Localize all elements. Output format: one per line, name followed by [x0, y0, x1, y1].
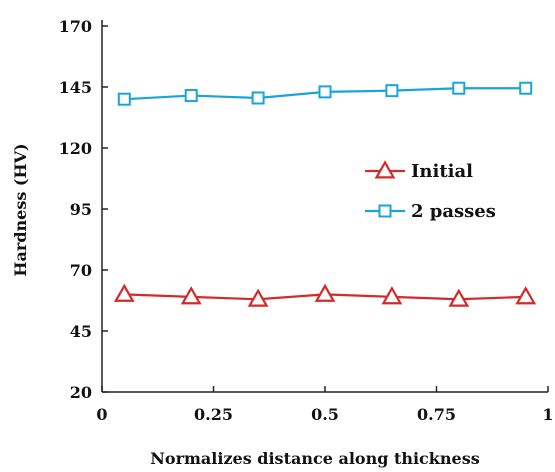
legend-marker — [378, 204, 392, 218]
data-point — [519, 81, 533, 95]
series-initial — [113, 283, 537, 307]
data-point — [448, 288, 470, 307]
data-point — [184, 89, 198, 103]
y-tick-label: 170 — [59, 17, 92, 36]
data-point — [452, 81, 466, 95]
y-tick-label: 120 — [59, 139, 92, 158]
series-layer — [113, 81, 537, 307]
x-tick-label: 0.75 — [417, 405, 456, 424]
x-tick-label: 0.25 — [194, 405, 233, 424]
legend-label: Initial — [411, 161, 473, 182]
data-point — [113, 283, 135, 302]
legend-label: 2 passes — [411, 201, 496, 222]
y-tick-label: 20 — [70, 383, 92, 402]
x-ticks: 0 0.25 0.5 0.75 1 — [96, 386, 554, 424]
data-point — [247, 288, 269, 307]
legend-marker — [374, 160, 396, 179]
y-tick-label: 145 — [59, 78, 92, 97]
x-axis-title: Normalizes distance along thickness — [150, 449, 479, 468]
y-tick-label: 95 — [70, 200, 92, 219]
legend-item-2-passes: 2 passes — [365, 201, 496, 222]
y-tick-label: 70 — [70, 261, 92, 280]
legend-item-initial: Initial — [365, 160, 473, 182]
data-point — [117, 92, 131, 106]
y-ticks: 20 45 70 95 120 145 170 — [59, 17, 108, 402]
series-2-passes — [117, 81, 533, 106]
data-point — [381, 286, 403, 305]
y-tick-label: 45 — [70, 322, 92, 341]
data-point — [515, 286, 537, 305]
x-tick-label: 1 — [542, 405, 553, 424]
data-point — [251, 91, 265, 105]
legend: Initial 2 passes — [365, 160, 496, 222]
data-point — [180, 286, 202, 305]
x-tick-label: 0 — [96, 405, 107, 424]
data-point — [385, 84, 399, 98]
data-point — [318, 85, 332, 99]
data-point — [314, 283, 336, 302]
x-tick-label: 0.5 — [311, 405, 339, 424]
y-axis-title: Hardness (HV) — [11, 143, 30, 276]
